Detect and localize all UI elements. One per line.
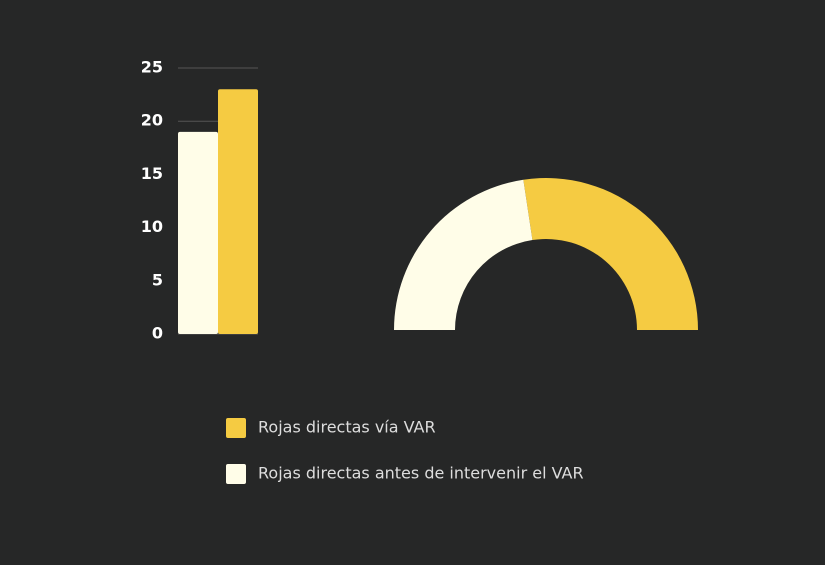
legend-swatch [226,418,246,438]
legend-label: Rojas directas antes de intervenir el VA… [258,464,584,483]
legend-label: Rojas directas vía VAR [258,418,436,437]
donut-segment [394,179,533,330]
legend-swatch [226,464,246,484]
y-tick-label: 10 [141,217,163,236]
y-tick-label: 20 [141,111,163,130]
y-tick-label: 25 [141,58,163,77]
y-tick-label: 15 [141,164,163,183]
y-tick-label: 5 [152,270,163,289]
bar [218,89,258,334]
donut-segment [523,177,698,330]
bar [178,131,218,334]
y-tick-label: 0 [152,324,163,343]
